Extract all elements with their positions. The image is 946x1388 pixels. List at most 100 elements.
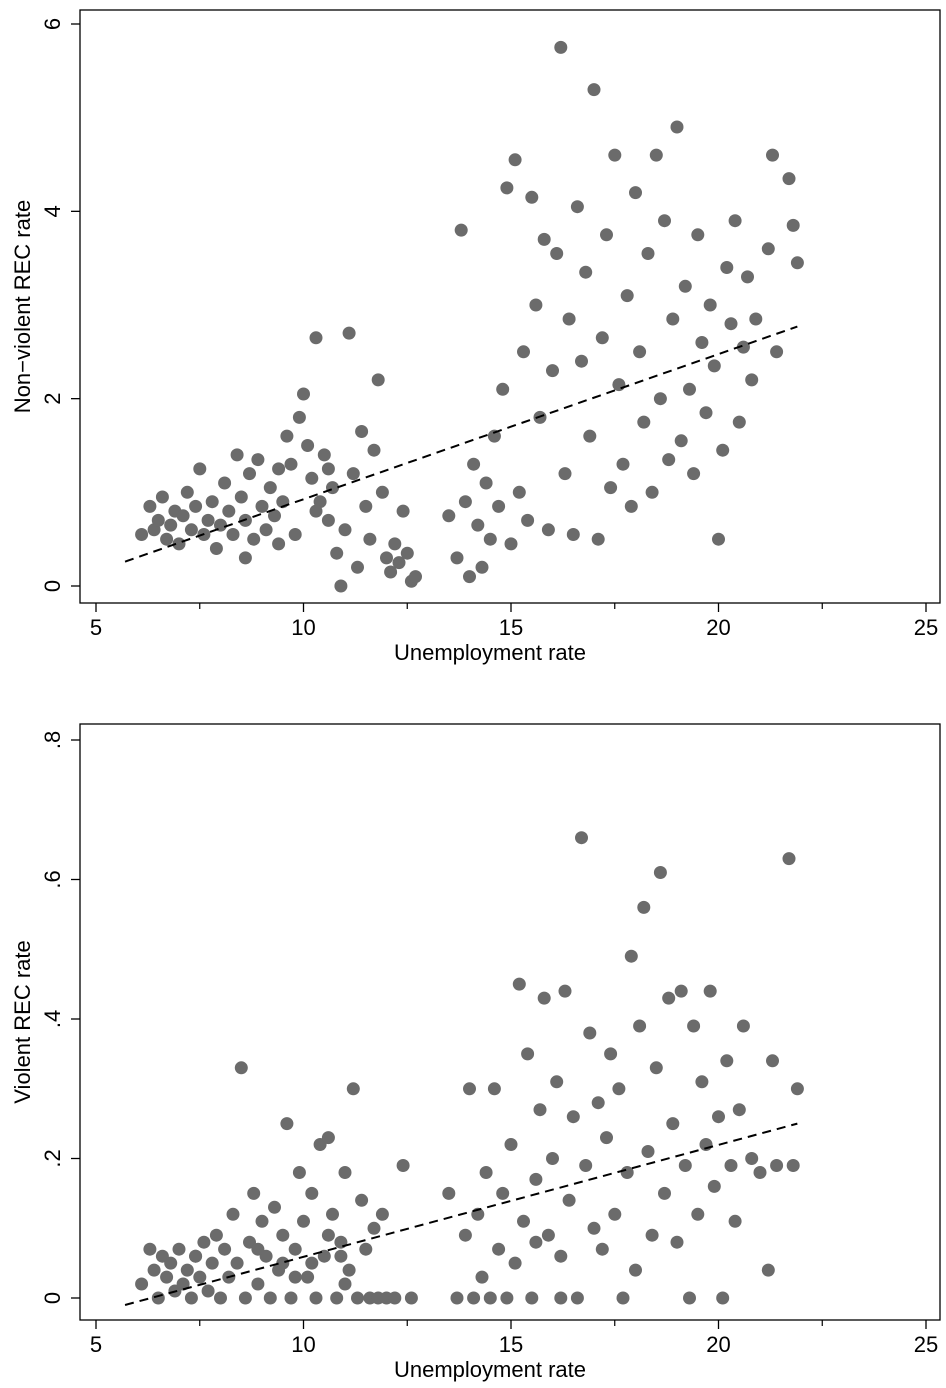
scatter-point <box>587 83 601 97</box>
scatter-point <box>205 1256 219 1270</box>
scatter-point <box>201 513 215 527</box>
scatter-point <box>388 537 402 551</box>
scatter-point <box>529 1235 543 1249</box>
scatter-point <box>342 1263 356 1277</box>
scatter-point <box>404 1291 418 1305</box>
scatter-point <box>367 443 381 457</box>
scatter-point <box>359 499 373 513</box>
scatter-point <box>761 242 775 256</box>
scatter-point <box>176 509 190 523</box>
scatter-point <box>703 298 717 312</box>
scatter-point <box>193 1270 207 1284</box>
scatter-point <box>458 1228 472 1242</box>
scatter-point <box>218 476 232 490</box>
scatter-point <box>305 1186 319 1200</box>
scatter-point <box>396 504 410 518</box>
scatter-point <box>135 1277 149 1291</box>
scatter-point <box>736 1019 750 1033</box>
scatter-point <box>238 1291 252 1305</box>
scatter-point <box>467 1291 481 1305</box>
scatter-point <box>487 429 501 443</box>
scatter-point <box>570 1291 584 1305</box>
x-tick-label: 15 <box>499 1332 523 1357</box>
scatter-point <box>512 977 526 991</box>
y-tick-label: 6 <box>40 18 65 30</box>
scatter-point <box>363 532 377 546</box>
scatter-point <box>255 1214 269 1228</box>
scatter-point <box>297 1214 310 1228</box>
scatter-point <box>683 1291 696 1305</box>
y-tick-label: .4 <box>40 1010 65 1028</box>
scatter-point <box>504 537 518 551</box>
scatter-point <box>541 523 555 537</box>
plot-frame <box>79 9 941 604</box>
scatter-point <box>629 186 642 200</box>
scatter-point <box>409 570 422 584</box>
scatter-point <box>691 228 705 242</box>
scatter-point <box>346 467 360 481</box>
scatter-point <box>284 457 298 471</box>
scatter-point <box>338 1277 352 1291</box>
scatter-point <box>160 1270 174 1284</box>
scatter-point <box>579 265 593 279</box>
scatter-point <box>753 1166 767 1179</box>
scatter-point <box>359 1242 373 1256</box>
scatter-point <box>712 532 725 546</box>
fit-line <box>124 1122 798 1306</box>
scatter-point <box>479 476 493 490</box>
scatter-point <box>624 499 638 513</box>
scatter-point <box>251 453 265 467</box>
scatter-point <box>205 495 219 509</box>
scatter-point <box>355 425 369 438</box>
scatter-point <box>624 949 638 963</box>
scatter-point <box>479 1166 493 1179</box>
scatter-point <box>766 1054 779 1068</box>
scatter-point <box>637 415 651 429</box>
scatter-point <box>172 1242 186 1256</box>
scatter-point <box>724 317 738 331</box>
scatter-point <box>500 1291 514 1305</box>
scatter-point <box>521 1047 535 1061</box>
x-tick-label: 5 <box>90 1332 102 1357</box>
scatter-point <box>678 279 692 293</box>
scatter-point <box>566 1110 580 1124</box>
scatter-point <box>645 485 659 499</box>
y-tick-label: 0 <box>40 1292 65 1304</box>
scatter-point <box>678 1159 692 1172</box>
scatter-point <box>272 462 286 476</box>
x-tick-label: 25 <box>914 615 938 640</box>
y-tick-label: 2 <box>40 393 65 405</box>
fit-line <box>124 325 798 563</box>
scatter-point <box>658 1186 671 1200</box>
y-tick-label: 0 <box>40 580 65 592</box>
scatter-point <box>500 181 514 195</box>
scatter-point <box>761 1263 775 1277</box>
x-tick-label: 25 <box>914 1332 938 1357</box>
scatter-point <box>214 1291 227 1305</box>
scatter-point <box>558 467 572 481</box>
y-tick-label: 4 <box>40 205 65 217</box>
chart-panel-nonviolent: 5 10 15 20 25 0 2 4 6 Unemployment rate Non−violen… <box>10 9 941 665</box>
scatter-point <box>537 232 551 246</box>
x-tick-label: 10 <box>291 1332 315 1357</box>
scatter-point <box>591 532 605 546</box>
y-axis-title: Violent REC rate <box>10 940 35 1103</box>
scatter-point <box>463 1082 476 1096</box>
scatter-point <box>579 1159 593 1172</box>
scatter-point <box>147 1263 161 1277</box>
scatter-point <box>475 1270 489 1284</box>
scatter-point <box>164 518 178 532</box>
scatter-point <box>334 579 348 593</box>
scatter-point <box>716 443 730 457</box>
scatter-point <box>566 528 580 541</box>
scatter-point <box>280 429 294 443</box>
plot-frame <box>79 723 941 1321</box>
scatter-point <box>662 991 676 1005</box>
scatter-point <box>326 1207 339 1221</box>
scatter-point <box>222 504 236 518</box>
scatter-point <box>508 153 522 167</box>
scatter-point <box>691 1207 705 1221</box>
scatter-point <box>629 1263 642 1277</box>
scatter-point <box>301 439 315 452</box>
scatter-point <box>720 261 734 274</box>
